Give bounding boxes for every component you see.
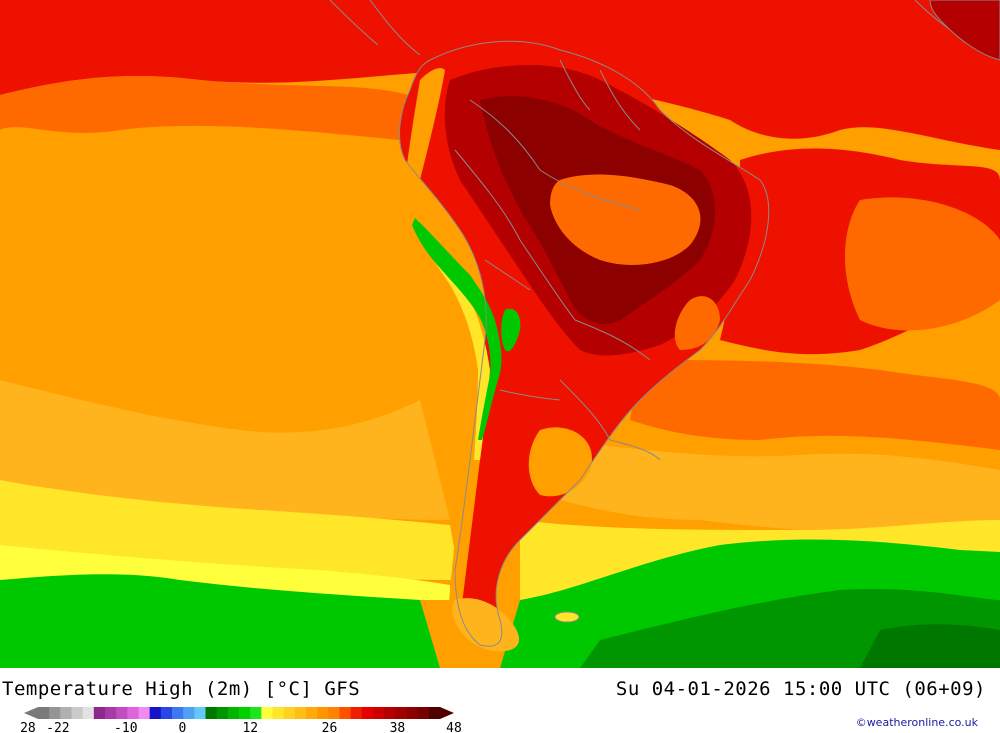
legend-swatch [395, 707, 407, 719]
atlantic-mid-orange [630, 360, 1000, 450]
legend-swatch [194, 707, 206, 719]
legend-swatch [227, 707, 240, 719]
legend-swatch [183, 707, 195, 719]
tierra-del-fuego [452, 598, 520, 652]
legend-swatch [261, 707, 273, 719]
legend-swatch [205, 707, 218, 719]
forecast-datetime: Su 04-01-2026 15:00 UTC (06+09) [615, 678, 986, 700]
credit-link[interactable]: ©weatheronline.co.uk [855, 716, 978, 729]
legend-arrow-left [24, 707, 38, 719]
legend-tick-label: 48 [446, 721, 462, 733]
legend-swatch [317, 707, 329, 719]
legend-swatch [428, 707, 441, 719]
legend-swatch [373, 707, 385, 719]
legend-swatch [239, 707, 251, 719]
atlantic-orange-patch [845, 197, 1000, 331]
legend-swatches [24, 707, 454, 719]
legend-swatch [283, 707, 296, 719]
north-orange-wave [0, 75, 420, 140]
color-legend: -28 -22 -10 0 12 26 38 48 [20, 707, 462, 733]
legend-swatch [138, 707, 151, 719]
legend-swatch [160, 707, 173, 719]
legend-tick-label: 12 [242, 721, 258, 733]
legend-swatch [60, 707, 72, 719]
brazil-coast-orange [674, 296, 720, 350]
north-red-band [0, 0, 1000, 150]
legend-swatch [38, 707, 50, 719]
legend-swatch [105, 707, 117, 719]
legend-arrow-right [440, 707, 454, 719]
yellow-band [0, 480, 460, 580]
legend-swatch [306, 707, 318, 719]
legend-tick-label: 38 [390, 721, 406, 733]
legend-swatch [328, 707, 340, 719]
andes-green-patch-south [501, 308, 521, 352]
legend-swatch [250, 707, 262, 719]
pacific-light-orange [0, 380, 450, 520]
legend-tick-label: -28 [20, 721, 36, 733]
legend-swatch [49, 707, 61, 719]
andes-green-strip [412, 218, 502, 440]
legend-tick-label: -10 [114, 721, 137, 733]
patagonia-orange [528, 427, 592, 497]
south-atlantic-light-orange [560, 440, 1000, 535]
country-borders [329, 0, 986, 647]
legend-swatch [384, 707, 396, 719]
legend-swatch [93, 707, 106, 719]
legend-swatch [127, 707, 139, 719]
legend-swatch [172, 707, 184, 719]
legend-tick-label: 26 [322, 721, 338, 733]
legend-swatch [71, 707, 84, 719]
caribbean-islands [929, 0, 1000, 61]
andes-orange-ridge [405, 68, 490, 621]
legend-swatch [339, 707, 352, 719]
legend-swatch [82, 707, 95, 719]
falkland-islands [554, 611, 580, 623]
legend-ticks: -28 -22 -10 0 12 26 38 48 [20, 721, 462, 733]
legend-swatch [116, 707, 128, 719]
legend-tick-label: -22 [46, 721, 69, 733]
legend-swatch [294, 707, 307, 719]
legend-swatch [350, 707, 363, 719]
legend-swatch [216, 707, 229, 719]
legend-tick-label: 0 [178, 721, 186, 733]
legend-swatch [417, 707, 430, 719]
legend-swatch [149, 707, 162, 719]
legend-swatch [272, 707, 285, 719]
legend-swatch [361, 707, 374, 719]
deepest-green-patch [860, 624, 1000, 668]
temperature-map [0, 0, 1000, 668]
legend-swatch [406, 707, 419, 719]
brazil-highland-orange [550, 174, 701, 265]
green-band [0, 574, 440, 668]
map-title: Temperature High (2m) [°C] GFS [2, 678, 361, 700]
